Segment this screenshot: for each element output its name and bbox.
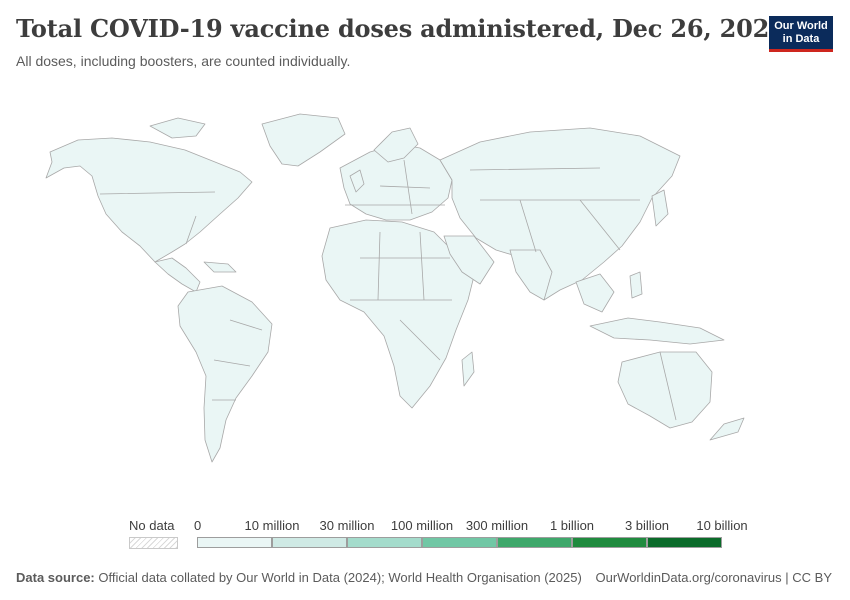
footer-link[interactable]: OurWorldinData.org/coronavirus | CC BY bbox=[595, 570, 832, 585]
map-region-madagascar[interactable] bbox=[461, 351, 475, 387]
legend-tick-300-million: 300 million bbox=[465, 518, 529, 533]
legend-tick-100-million: 100 million bbox=[390, 518, 454, 533]
map-region-greenland[interactable] bbox=[261, 113, 346, 167]
map-region-africa[interactable] bbox=[321, 219, 475, 409]
legend-bin-4[interactable] bbox=[497, 537, 572, 548]
logo-line-1: Our World bbox=[774, 20, 828, 32]
legend-bin-1[interactable] bbox=[272, 537, 347, 548]
map-region-central-america[interactable] bbox=[154, 257, 201, 293]
map-country-borders bbox=[99, 159, 677, 421]
owid-logo[interactable]: Our World in Data bbox=[769, 16, 833, 52]
legend-tick-10-billion: 10 billion bbox=[696, 518, 748, 533]
chart-subtitle: All doses, including boosters, are count… bbox=[16, 53, 351, 69]
legend-tick-0: 0 bbox=[194, 518, 202, 533]
legend-bin-0[interactable] bbox=[197, 537, 272, 548]
logo-line-2: in Data bbox=[782, 33, 820, 45]
map-region-north-america[interactable] bbox=[45, 137, 253, 263]
map-region-arctic-islands[interactable] bbox=[149, 117, 206, 139]
legend-bin-3[interactable] bbox=[422, 537, 497, 548]
map-region-asia[interactable] bbox=[439, 127, 681, 301]
world-map[interactable] bbox=[0, 80, 850, 480]
map-region-southeast-asia[interactable] bbox=[575, 273, 615, 313]
map-region-south-america[interactable] bbox=[177, 285, 273, 463]
map-region-arabia[interactable] bbox=[443, 235, 495, 285]
legend-bin-2[interactable] bbox=[347, 537, 422, 548]
legend-tick-10-million: 10 million bbox=[244, 518, 300, 533]
legend-tick-30-million: 30 million bbox=[319, 518, 375, 533]
map-region-japan[interactable] bbox=[651, 189, 669, 227]
legend-no-data-label: No data bbox=[129, 518, 175, 533]
footer-source: Data source: Official data collated by O… bbox=[16, 570, 582, 585]
legend-bin-6[interactable] bbox=[647, 537, 722, 548]
legend-no-data-swatch bbox=[129, 537, 178, 549]
footer-source-label: Data source: bbox=[16, 570, 95, 585]
map-region-uk[interactable] bbox=[349, 169, 365, 193]
map-region-india[interactable] bbox=[509, 249, 553, 301]
legend-tick-1-billion: 1 billion bbox=[549, 518, 595, 533]
map-region-philippines[interactable] bbox=[629, 271, 643, 299]
map-region-australia[interactable] bbox=[617, 351, 713, 429]
map-region-indonesia[interactable] bbox=[589, 317, 725, 345]
legend-bin-5[interactable] bbox=[572, 537, 647, 548]
map-region-scandinavia[interactable] bbox=[373, 127, 419, 163]
map-region-caribbean[interactable] bbox=[203, 261, 237, 273]
chart-title: Total COVID-19 vaccine doses administere… bbox=[16, 14, 786, 43]
map-region-new-zealand[interactable] bbox=[709, 417, 745, 441]
legend-tick-3-billion: 3 billion bbox=[624, 518, 670, 533]
footer-source-text: Official data collated by Our World in D… bbox=[98, 570, 582, 585]
